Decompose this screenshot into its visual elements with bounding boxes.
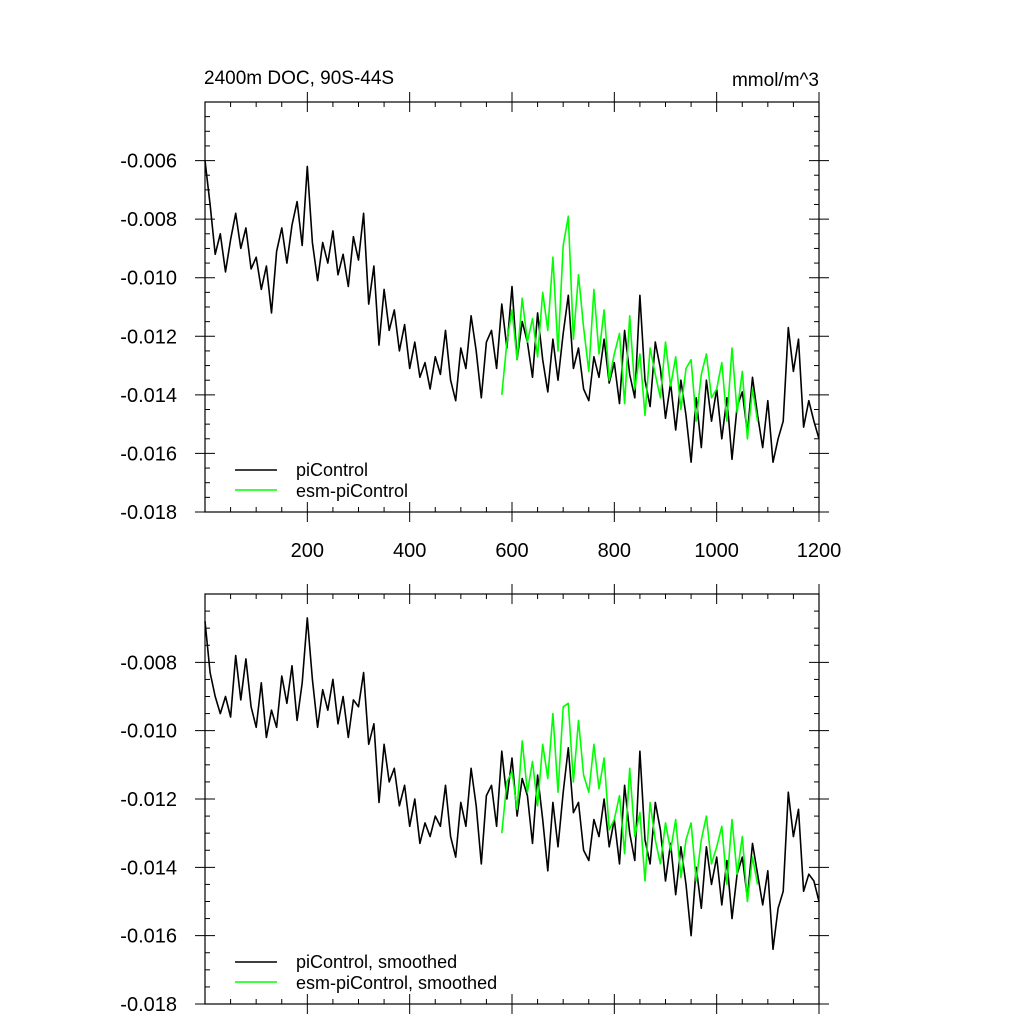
x-tick-label: 200 (291, 540, 324, 562)
bottom-legend: piControl, smoothed esm-piControl, smoot… (235, 952, 497, 993)
top-plot-frame (204, 101, 820, 513)
bottom-series-picontrol-smoothed-line (204, 617, 820, 951)
top-axes-ticks: 200 400 600 800 1000 1200 -0.018 -0.016 -0.014 -0… (120, 92, 841, 562)
y-tick-label: -0.014 (120, 385, 177, 407)
bottom-panel: -0.018 -0.016 -0.014 -0.012 -0.010 -0.008 piC… (120, 584, 829, 1016)
top-legend-esm-picontrol-label: esm-piControl (296, 481, 408, 501)
y-tick-label: -0.014 (120, 857, 177, 879)
y-tick-label: -0.010 (120, 721, 177, 743)
top-title-right: mmol/m^3 (732, 70, 819, 91)
top-series-esm-picontrol-line (501, 215, 759, 440)
y-tick-label: -0.012 (120, 789, 177, 811)
top-legend-picontrol-label: piControl (296, 460, 368, 480)
top-panel: 2400m DOC, 90S-44S mmol/m^3 200 400 600 800… (120, 68, 841, 562)
y-tick-label: -0.016 (120, 926, 177, 948)
x-tick-label: 800 (598, 540, 631, 562)
y-tick-label: -0.008 (120, 652, 177, 674)
bottom-series-esm-picontrol-smoothed-line (501, 702, 759, 903)
y-tick-label: -0.012 (120, 326, 177, 348)
top-title-left: 2400m DOC, 90S-44S (204, 68, 394, 89)
bottom-legend-esm-picontrol-smoothed-label: esm-piControl, smoothed (296, 973, 497, 993)
x-tick-label: 1000 (694, 540, 739, 562)
x-tick-label: 600 (495, 540, 528, 562)
top-series-group (204, 160, 820, 464)
y-tick-label: -0.006 (120, 151, 177, 173)
y-tick-label: -0.018 (120, 502, 177, 524)
bottom-plot-frame (204, 593, 820, 1005)
x-tick-label: 1200 (797, 540, 842, 562)
y-tick-label: -0.010 (120, 268, 177, 290)
y-tick-label: -0.008 (120, 209, 177, 231)
x-tick-label: 400 (393, 540, 426, 562)
y-tick-label: -0.018 (120, 994, 177, 1016)
bottom-legend-picontrol-smoothed-label: piControl, smoothed (296, 952, 457, 972)
bottom-series-group (204, 617, 820, 951)
y-tick-label: -0.016 (120, 443, 177, 465)
top-legend: piControl esm-piControl (235, 460, 408, 501)
